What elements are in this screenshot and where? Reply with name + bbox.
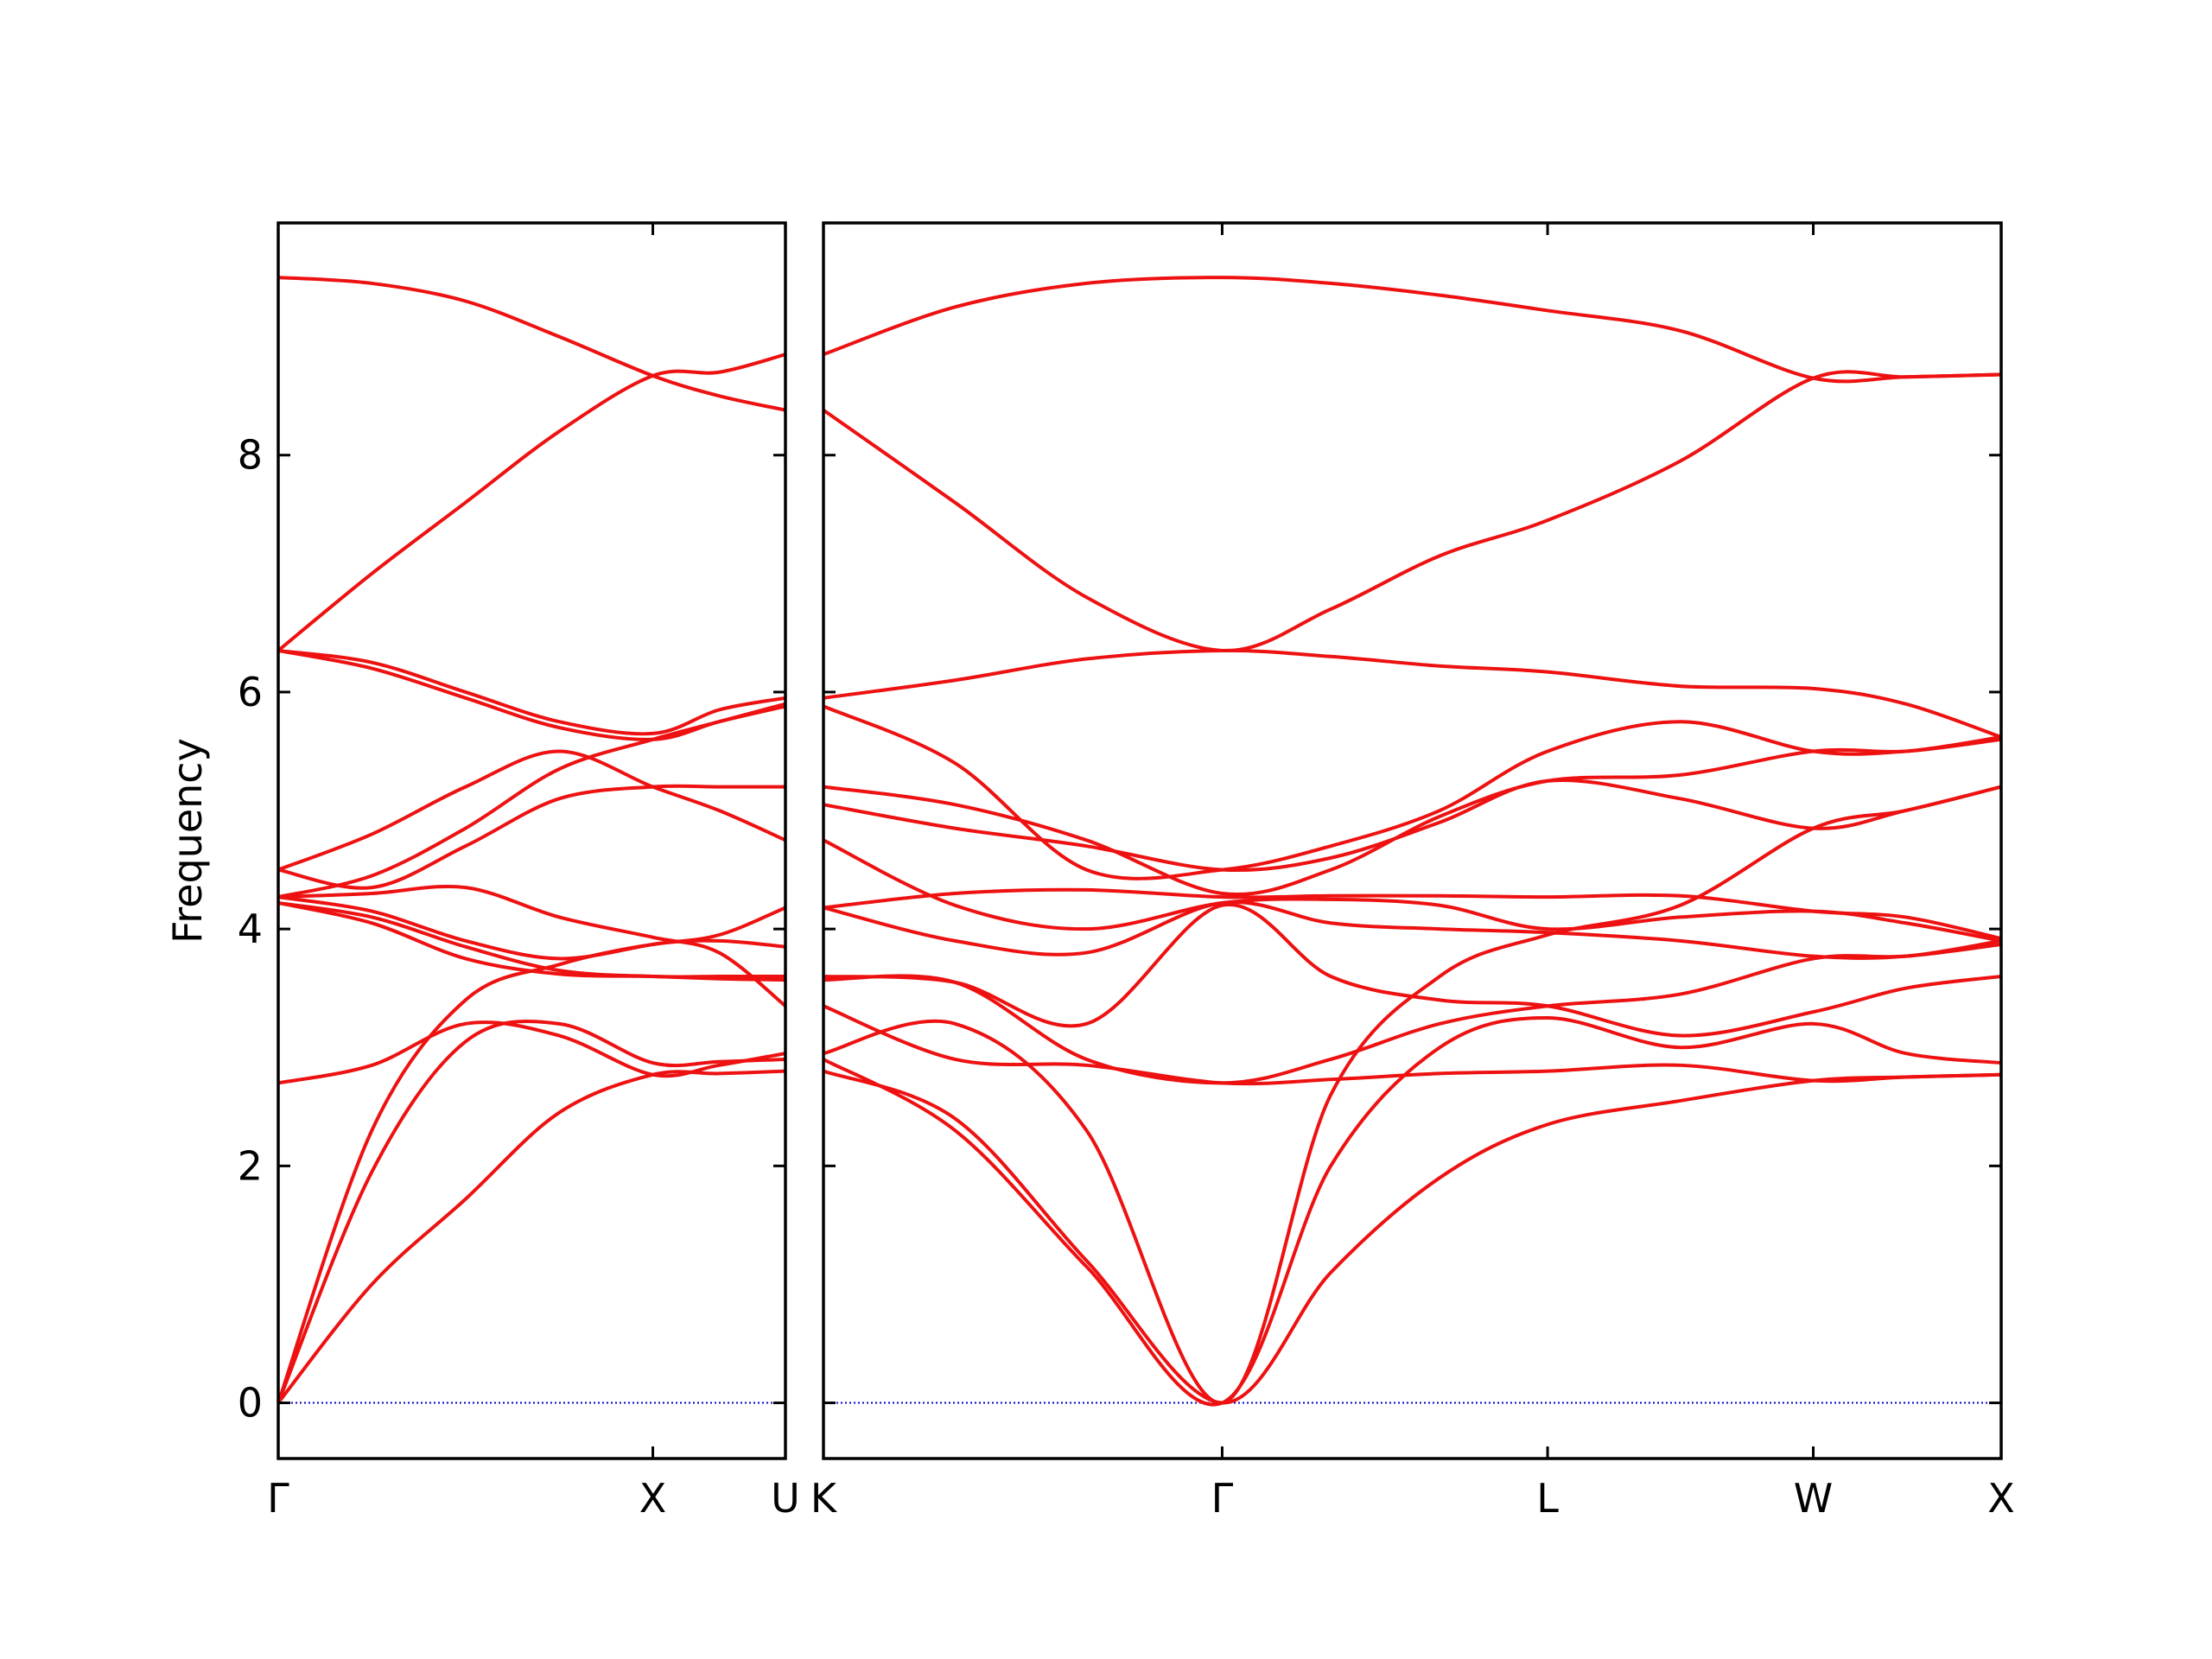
y-tick-label: 0 <box>238 1380 263 1427</box>
band-line <box>277 648 786 741</box>
x-tick-label: Γ <box>267 1475 289 1522</box>
band-line <box>277 901 785 979</box>
band-line <box>277 648 786 736</box>
x-tick-label: W <box>1794 1475 1833 1522</box>
band-line <box>823 737 2002 896</box>
band-line <box>823 838 2002 943</box>
y-tick-label: 2 <box>238 1142 263 1189</box>
band-line <box>822 370 2002 652</box>
x-tick-label: L <box>1536 1475 1559 1522</box>
band-line <box>277 884 787 1007</box>
x-tick-label: X <box>639 1475 667 1522</box>
plot-frame <box>276 221 787 1460</box>
y-axis-label: Frequency <box>164 738 211 944</box>
band-line <box>823 276 2002 384</box>
x-tick-label: Γ <box>1211 1475 1234 1522</box>
band-line <box>823 1015 2002 1407</box>
band-line <box>823 900 2002 960</box>
y-tick-label: 4 <box>238 906 263 952</box>
band-line <box>823 887 2002 941</box>
band-line <box>277 276 786 412</box>
band-line <box>276 1069 786 1404</box>
band-line <box>823 779 2002 873</box>
band-line <box>277 895 786 961</box>
x-tick-label: K <box>810 1475 838 1522</box>
band-line <box>277 784 785 890</box>
band-line <box>823 648 2002 739</box>
band-line <box>823 704 2002 880</box>
band-line <box>277 1020 786 1085</box>
plot-frame <box>822 221 2003 1460</box>
band-line <box>823 1004 2002 1086</box>
y-tick-label: 6 <box>238 669 263 715</box>
band-line <box>823 785 2002 1405</box>
band-line <box>276 1019 786 1404</box>
band-line <box>276 938 786 1404</box>
band-line <box>823 942 2002 1085</box>
band-line <box>823 1069 2002 1405</box>
band-line <box>277 702 786 899</box>
band-line <box>277 901 786 982</box>
band-line <box>823 902 2002 1038</box>
x-tick-label: X <box>1987 1475 2015 1522</box>
band-line <box>276 353 786 652</box>
y-tick-label: 8 <box>238 432 263 479</box>
x-tick-label: U <box>771 1475 800 1522</box>
band-line <box>277 749 786 872</box>
